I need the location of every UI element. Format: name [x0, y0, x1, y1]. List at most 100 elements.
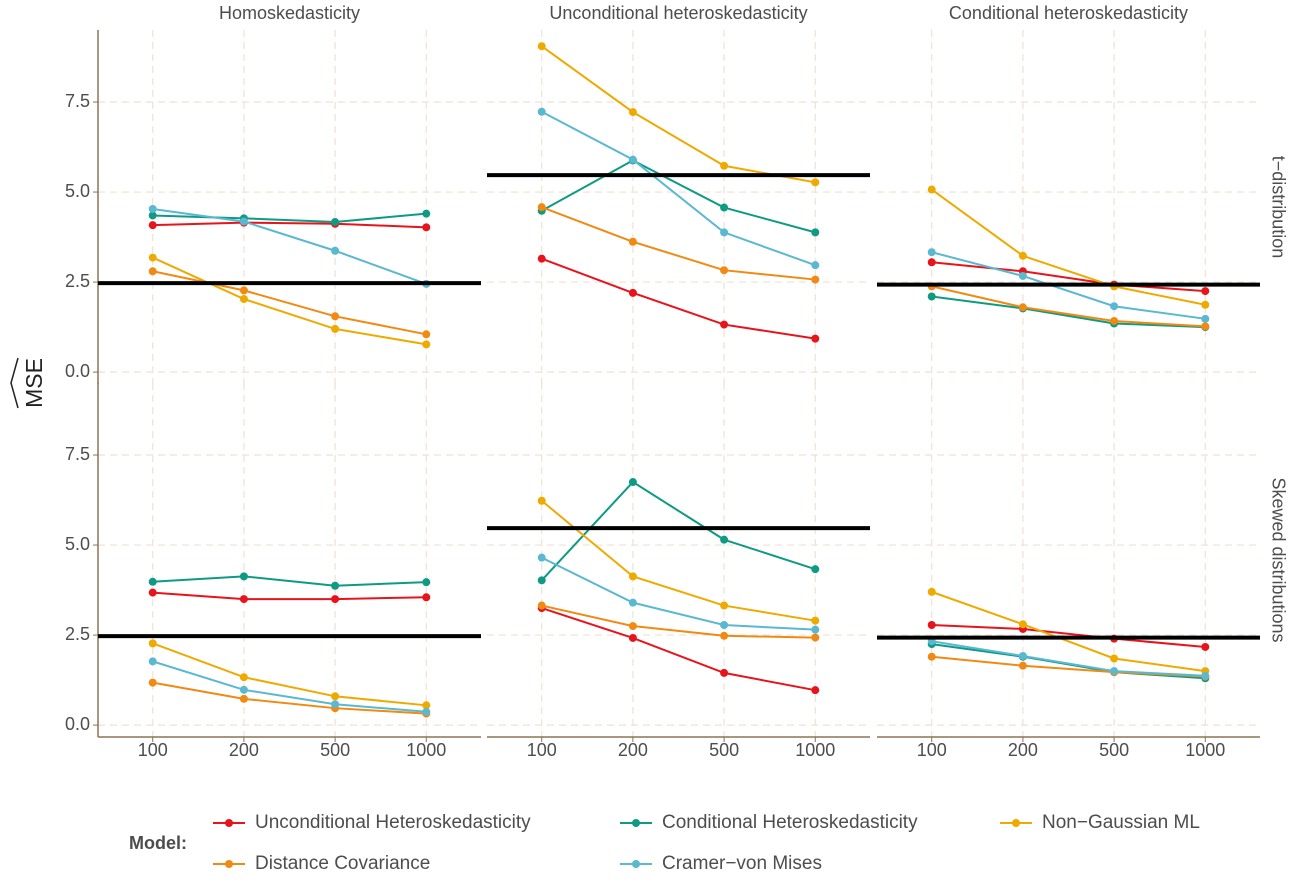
series-point [1018, 271, 1027, 280]
series-point [628, 288, 637, 297]
series-point [1018, 251, 1027, 260]
legend-key-point [225, 860, 233, 868]
series-point [239, 286, 248, 295]
series-point [239, 694, 248, 703]
x-tick-label: 1000 [406, 740, 446, 760]
x-tick-label: 200 [1008, 740, 1038, 760]
series-point [811, 275, 820, 284]
series-point [811, 633, 820, 642]
x-tick-label: 100 [138, 740, 168, 760]
y-tick-label: 7.5 [65, 444, 90, 464]
series-point [1018, 661, 1027, 670]
series-point [331, 324, 340, 333]
series-line [152, 591, 427, 601]
series-point [537, 553, 546, 562]
series-point [537, 254, 546, 263]
series-point [537, 203, 546, 212]
series-line [152, 256, 427, 346]
series-point [1201, 300, 1210, 309]
x-tick-label: 1000 [1185, 740, 1225, 760]
series-line [931, 624, 1206, 648]
series-point [927, 258, 936, 267]
series-point [537, 496, 546, 505]
series-point [331, 595, 340, 604]
series-point [148, 211, 157, 220]
series-point [422, 578, 431, 587]
series-point [1201, 322, 1210, 331]
series-point [239, 685, 248, 694]
series-point [628, 108, 637, 117]
series-line [541, 110, 816, 267]
series-point [720, 203, 729, 212]
column-title: Conditional heteroskedasticity [949, 3, 1188, 23]
series-point [811, 334, 820, 343]
y-label-hat [10, 357, 19, 409]
series-point [422, 593, 431, 602]
legend-title: Model: [129, 833, 187, 853]
series-line [152, 681, 427, 715]
y-tick-label: 5.0 [65, 181, 90, 201]
series-point [1110, 667, 1119, 676]
series-point [628, 155, 637, 164]
y-label-group: MSE [10, 357, 47, 409]
series-point [331, 217, 340, 226]
series-line [152, 642, 427, 707]
series-point [239, 572, 248, 581]
series-point [148, 221, 157, 230]
series-point [811, 686, 820, 695]
series-point [148, 678, 157, 687]
series-point [1018, 651, 1027, 660]
series-line [541, 206, 816, 281]
series-point [537, 107, 546, 116]
series-line [541, 607, 816, 692]
series-point [811, 625, 820, 634]
series-point [331, 692, 340, 701]
series-point [628, 478, 637, 487]
series-point [537, 601, 546, 610]
series-point [148, 588, 157, 597]
series-line [931, 188, 1206, 306]
series-point [422, 701, 431, 710]
y-label: MSE [21, 358, 47, 408]
series-point [811, 228, 820, 237]
series-point [811, 565, 820, 574]
legend-label: Cramer−von Mises [662, 853, 822, 874]
legend-key-point [632, 860, 640, 868]
y-tick-label: 0.0 [65, 714, 90, 734]
series-point [811, 261, 820, 270]
series-point [720, 621, 729, 630]
series-point [1201, 314, 1210, 323]
series-point [927, 292, 936, 301]
series-point [927, 621, 936, 630]
series-line [152, 207, 427, 285]
series-line [931, 295, 1206, 329]
series-line [931, 251, 1206, 320]
legend-key-point [225, 819, 233, 827]
legend-label: Unconditional Heteroskedasticity [255, 812, 531, 833]
series-point [1018, 620, 1027, 629]
row-title-group: t−distribution [1268, 156, 1288, 259]
series-line [541, 45, 816, 184]
series-point [148, 253, 157, 262]
series-point [720, 320, 729, 329]
series-line [540, 480, 816, 582]
series-point [628, 572, 637, 581]
series-point [628, 633, 637, 642]
series-point [331, 312, 340, 321]
series-point [720, 631, 729, 640]
y-tick-label: 2.5 [65, 271, 90, 291]
legend-label: Non−Gaussian ML [1042, 812, 1200, 833]
series-point [1018, 303, 1027, 312]
series-point [927, 652, 936, 661]
series-point [537, 42, 546, 51]
y-tick-label: 7.5 [65, 91, 90, 111]
series-point [927, 248, 936, 257]
series-point [422, 330, 431, 339]
row-title: t−distribution [1268, 156, 1288, 259]
series-point [331, 581, 340, 590]
series-point [720, 535, 729, 544]
series-point [422, 223, 431, 232]
x-tick-label: 500 [709, 740, 739, 760]
y-tick-label: 0.0 [65, 361, 90, 381]
